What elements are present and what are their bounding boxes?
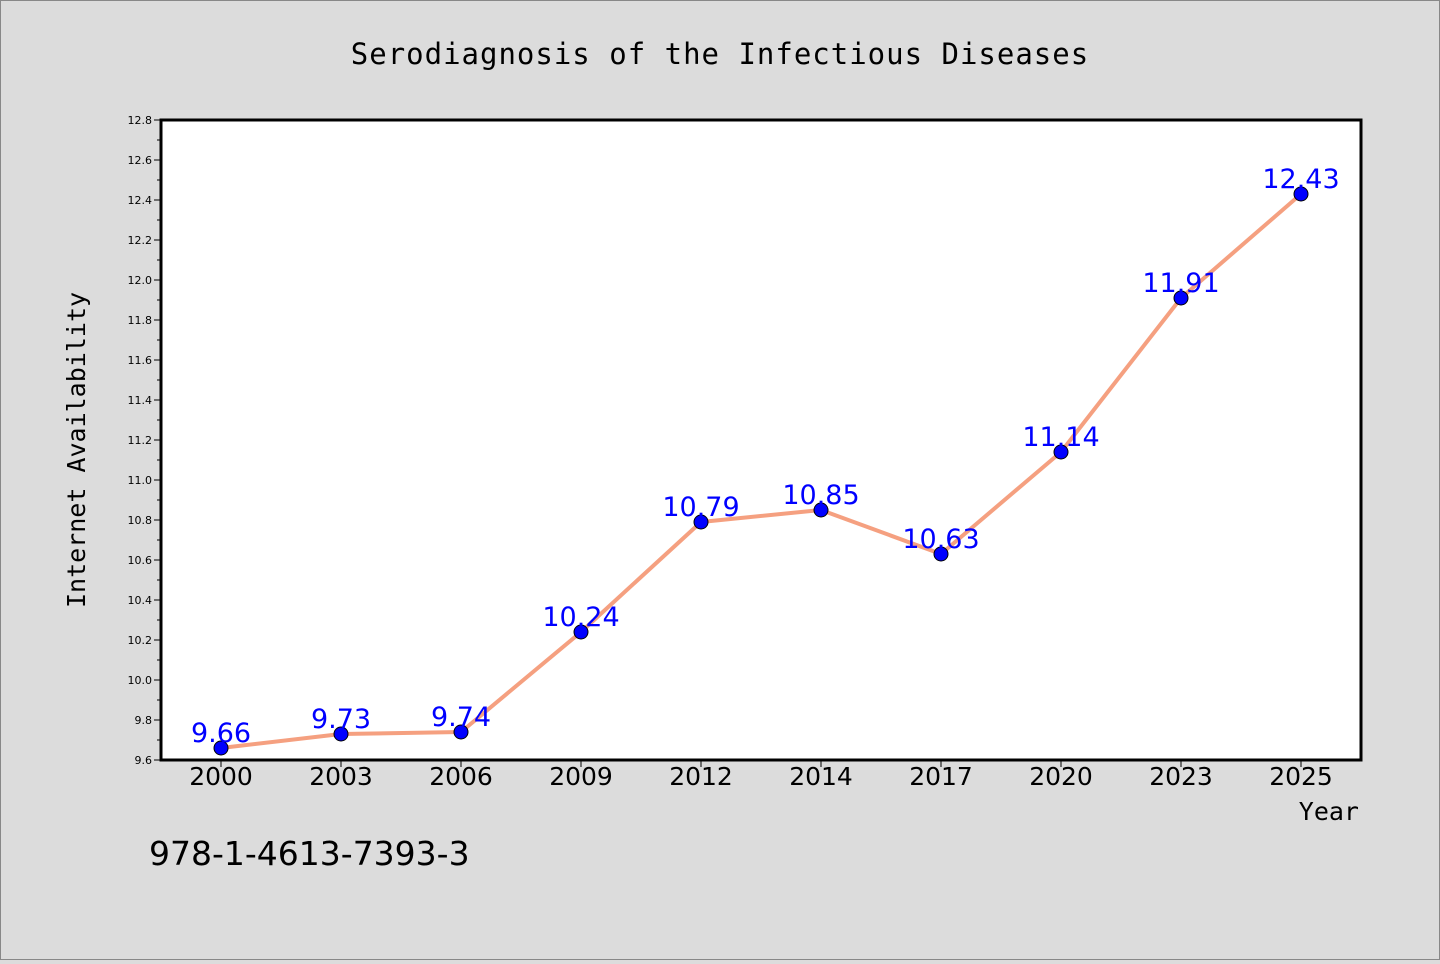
- x-tick-label: 2003: [309, 762, 373, 791]
- data-label: 11.91: [1142, 268, 1219, 299]
- y-tick-label: 12.6: [128, 154, 153, 167]
- plot-area: [161, 120, 1361, 760]
- y-tick-label: 10.4: [128, 594, 153, 607]
- data-label: 10.24: [542, 602, 619, 633]
- x-tick-label: 2006: [429, 762, 493, 791]
- data-point: [1173, 290, 1189, 306]
- y-tick-label: 12.8: [128, 114, 153, 127]
- x-axis-label: Year: [1299, 797, 1359, 826]
- data-point: [813, 502, 829, 518]
- y-tick-label: 12.4: [128, 194, 153, 207]
- data-label: 10.63: [902, 524, 979, 555]
- y-tick-label: 9.8: [135, 714, 153, 727]
- isbn-annotation: 978-1-4613-7393-3: [149, 834, 470, 873]
- data-point: [933, 546, 949, 562]
- y-tick-label: 10.2: [128, 634, 153, 647]
- y-tick-label: 11.6: [128, 354, 153, 367]
- y-tick-label: 11.2: [128, 434, 153, 447]
- x-tick-label: 2017: [909, 762, 973, 791]
- y-tick-label: 11.4: [128, 394, 153, 407]
- y-tick-label: 10.6: [128, 554, 153, 567]
- data-label: 9.66: [191, 718, 251, 749]
- data-point: [213, 740, 229, 756]
- data-label: 11.14: [1022, 422, 1099, 453]
- data-point: [1293, 186, 1309, 202]
- plot-border: [159, 118, 1363, 762]
- data-point: [693, 514, 709, 530]
- y-tick-label: 10.0: [128, 674, 153, 687]
- y-tick-label: 11.0: [128, 474, 153, 487]
- data-label: 10.79: [662, 492, 739, 523]
- data-label: 9.73: [311, 704, 371, 735]
- x-tick-label: 2012: [669, 762, 733, 791]
- data-point: [573, 624, 589, 640]
- series-layer: [213, 186, 1309, 756]
- x-tick-label: 2023: [1149, 762, 1213, 791]
- y-axis-ticks: 9.6 9.8 10.0 10.2 10.4 10.6 10.8 11.0 11.2 11.4 11…: [128, 114, 161, 767]
- y-tick-label: 9.6: [135, 754, 153, 767]
- x-tick-label: 2020: [1029, 762, 1093, 791]
- x-tick-label: 2009: [549, 762, 613, 791]
- data-label: 9.74: [431, 702, 491, 733]
- y-tick-label: 10.8: [128, 514, 153, 527]
- series-line: [219, 192, 1303, 750]
- y-tick-label: 11.8: [128, 314, 153, 327]
- y-tick-label: 12.2: [128, 234, 153, 247]
- x-tick-label: 2025: [1269, 762, 1333, 791]
- data-labels: 9.66 9.73 9.74 10.24 10.79 10.85 10.63 11.14 11.…: [191, 164, 1340, 749]
- y-tick-label: 12.0: [128, 274, 153, 287]
- data-point: [453, 724, 469, 740]
- data-label: 10.85: [782, 480, 859, 511]
- x-tick-label: 2014: [789, 762, 853, 791]
- y-axis-label: Internet Availability: [62, 292, 91, 608]
- data-label: 12.43: [1262, 164, 1339, 195]
- chart-title: Serodiagnosis of the Infectious Diseases: [351, 37, 1089, 71]
- x-tick-label: 2000: [189, 762, 253, 791]
- data-point: [1053, 444, 1069, 460]
- data-point: [333, 726, 349, 742]
- x-axis-ticks: 2000 2003 2006 2009 2012 2014 2017 2020 2023 2025: [189, 760, 1333, 791]
